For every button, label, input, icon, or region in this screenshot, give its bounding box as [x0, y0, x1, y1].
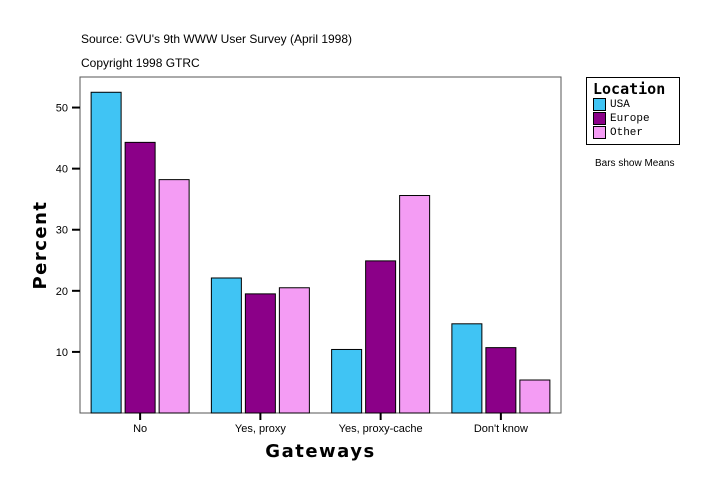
- bar-usa: [331, 348, 363, 414]
- source-text: Source: GVU's 9th WWW User Survey (April…: [81, 32, 353, 46]
- bar-europe: [365, 260, 397, 414]
- bar-usa: [90, 91, 122, 414]
- legend-title: Location: [593, 80, 666, 98]
- copyright-text: Copyright 1998 GTRC: [81, 56, 200, 70]
- bar-usa: [210, 277, 242, 414]
- x-tick-label: Don't know: [474, 423, 528, 435]
- bar-other: [278, 287, 310, 414]
- legend-swatch: [593, 126, 606, 139]
- bar-other: [519, 379, 551, 414]
- legend-label: USA: [610, 98, 630, 111]
- x-tick-label: Yes, proxy-cache: [339, 423, 423, 435]
- legend-label: Europe: [610, 112, 650, 125]
- bar-usa: [451, 323, 483, 414]
- y-tick-label: 50: [56, 103, 68, 115]
- legend-swatch: [593, 98, 606, 111]
- bar-europe: [124, 141, 156, 414]
- legend-item-europe: Europe: [593, 112, 650, 125]
- legend-label: Other: [610, 126, 644, 139]
- x-axis-label: Gateways: [265, 441, 375, 462]
- means-note: Bars show Means: [595, 158, 675, 169]
- x-tick-label: Yes, proxy: [235, 423, 286, 435]
- y-tick-label: 20: [56, 286, 68, 298]
- y-tick-label: 40: [56, 164, 68, 176]
- x-tick-label: No: [133, 423, 147, 435]
- legend: Location USA Europe Other: [586, 77, 680, 145]
- legend-item-other: Other: [593, 126, 643, 139]
- y-tick-label: 10: [56, 347, 68, 359]
- bar-europe: [485, 347, 517, 414]
- bar-other: [158, 179, 190, 414]
- bar-other: [399, 195, 431, 414]
- legend-swatch: [593, 112, 606, 125]
- legend-item-usa: USA: [593, 98, 630, 111]
- bar-europe: [244, 293, 276, 414]
- y-axis-label: Percent: [30, 200, 51, 289]
- y-tick-label: 30: [56, 225, 68, 237]
